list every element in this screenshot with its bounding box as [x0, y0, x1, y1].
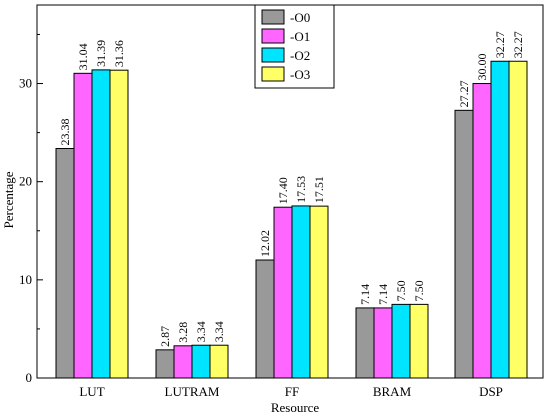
bar-lut-o0: [55, 148, 75, 379]
x-axis-title: Resource: [271, 400, 320, 415]
data-label: 32.27: [493, 31, 507, 58]
legend-label: -O1: [290, 29, 310, 44]
data-label: 31.04: [76, 43, 90, 70]
bar-bram-o2: [391, 303, 411, 379]
data-label: 3.34: [212, 321, 226, 342]
data-label: 17.53: [294, 176, 308, 203]
data-label: 17.40: [276, 177, 290, 204]
x-tick-label: LUT: [79, 384, 104, 399]
x-tick-label: BRAM: [373, 384, 412, 399]
data-label: 7.14: [376, 284, 390, 305]
legend-swatch: [261, 47, 285, 63]
bar-dsp-o1: [472, 83, 492, 379]
bar-lut-o1: [73, 72, 93, 379]
x-axis: LUT LUTRAM FF BRAM DSP: [79, 373, 503, 399]
bar-bram-o3: [409, 303, 429, 379]
data-label: 23.38: [58, 119, 72, 146]
data-label: 17.51: [312, 176, 326, 203]
bar-lut-o3: [109, 69, 129, 379]
data-label: 12.02: [258, 230, 272, 257]
x-tick-label: LUTRAM: [165, 384, 220, 399]
legend-label: -O3: [290, 67, 310, 82]
bar-dsp-o0: [454, 109, 474, 379]
data-label: 7.14: [358, 284, 372, 305]
bar-lut-o2: [91, 69, 111, 379]
bar-ff-o0: [255, 259, 275, 379]
bar-ff-o1: [273, 206, 293, 379]
legend-label: -O0: [290, 10, 310, 25]
y-tick-label: 20: [19, 174, 32, 189]
bar-ff-o2: [291, 205, 311, 379]
y-tick-label: 0: [26, 370, 33, 385]
x-tick-label: DSP: [479, 384, 503, 399]
data-label: 31.39: [94, 40, 108, 67]
data-label: 2.87: [158, 326, 172, 347]
data-label: 30.00: [475, 54, 489, 81]
bar-lutram-o1: [173, 345, 193, 379]
legend: -O0 -O1 -O2 -O3: [254, 4, 335, 89]
bar-lutram-o3: [209, 344, 229, 379]
bar-dsp-o3: [508, 60, 528, 379]
data-label: 3.28: [176, 322, 190, 343]
y-axis: 0 10 20 30: [19, 33, 43, 385]
y-tick-label: 30: [19, 76, 32, 91]
y-axis-title: Percentage: [1, 171, 16, 228]
legend-swatch: [261, 28, 285, 44]
data-label: 7.50: [412, 280, 426, 301]
legend-label: -O2: [290, 48, 310, 63]
data-label: 3.34: [194, 321, 208, 342]
bar-ff-o3: [309, 205, 329, 379]
legend-swatch: [261, 66, 285, 82]
data-label: 27.27: [457, 80, 471, 107]
bar-bram-o0: [355, 307, 375, 379]
bar-lutram-o2: [191, 344, 211, 379]
data-labels-layer: 23.38 31.04 31.39 31.36 2.87 3.28 3.34 3.34 12.0…: [58, 31, 525, 347]
x-tick-label: FF: [285, 384, 299, 399]
data-label: 32.27: [511, 31, 525, 58]
legend-swatch: [261, 9, 285, 25]
bars-layer: [55, 60, 528, 379]
bar-bram-o1: [373, 307, 393, 379]
data-label: 7.50: [394, 280, 408, 301]
bar-dsp-o2: [490, 60, 510, 379]
data-label: 31.36: [112, 40, 126, 67]
y-tick-label: 10: [19, 272, 32, 287]
bar-lutram-o0: [155, 349, 175, 379]
